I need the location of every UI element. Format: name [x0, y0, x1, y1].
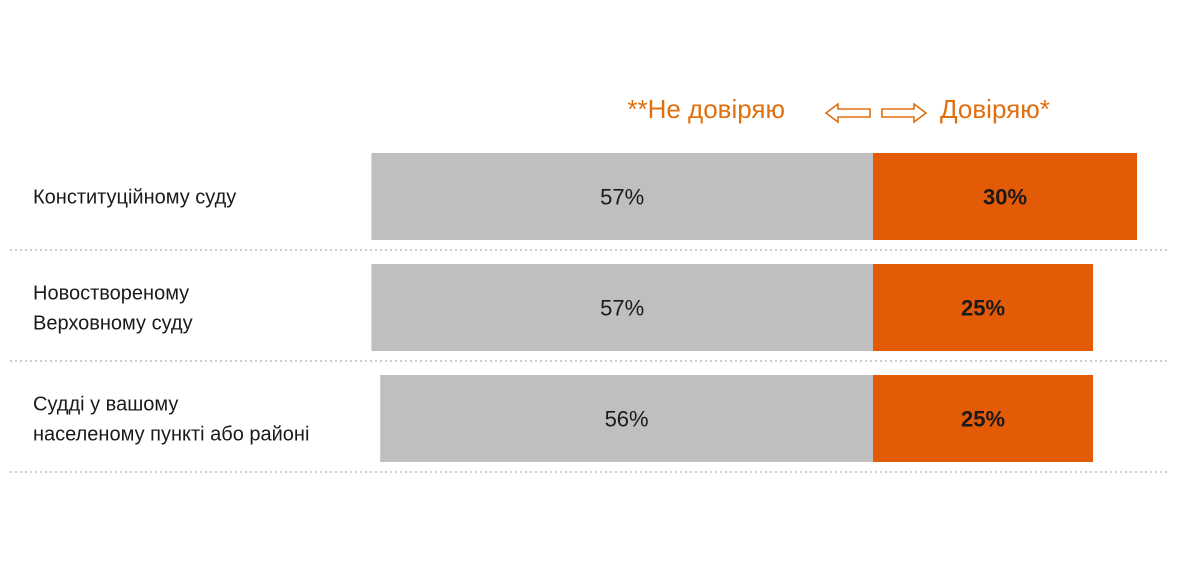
- distrust-value-label: 57%: [600, 185, 644, 210]
- legend: **Не довіряю Довіряю*: [627, 94, 1050, 124]
- left-outline-arrow-icon: [824, 102, 871, 124]
- category-label-line: Новоствореному: [33, 283, 189, 305]
- chart-row: 57% 30% Конституційному суду: [10, 153, 1168, 251]
- distrust-bar: [371, 264, 873, 351]
- chart-rows: 57% 30% Конституційному суду 57% 25% Новоство…: [10, 153, 1168, 473]
- trust-bar: [873, 375, 1093, 462]
- legend-distrust-label: **Не довіряю: [627, 94, 785, 124]
- category-label: Конституційному суду: [33, 187, 236, 209]
- trust-bar: [873, 264, 1093, 351]
- distrust-bar: [371, 153, 873, 240]
- category-label: Судді у вашому населеному пункті або райо…: [33, 394, 309, 446]
- right-outline-arrow-icon: [881, 102, 928, 124]
- trust-bar: [873, 153, 1137, 240]
- legend-trust-label: Довіряю*: [940, 94, 1050, 124]
- trust-value-label: 25%: [961, 296, 1005, 321]
- distrust-value-label: 56%: [605, 407, 649, 432]
- category-label-line: населеному пункті або районі: [33, 424, 309, 446]
- distrust-value-label: 57%: [600, 296, 644, 321]
- chart-row: 57% 25% Новоствореному Верховному суду: [10, 264, 1168, 362]
- category-label-line: Верховному суду: [33, 313, 193, 335]
- category-label-line: Конституційному суду: [33, 187, 236, 209]
- category-label: Новоствореному Верховному суду: [33, 283, 193, 335]
- trust-value-label: 30%: [983, 185, 1027, 210]
- trust-value-label: 25%: [961, 407, 1005, 432]
- chart-row: 56% 25% Судді у вашому населеному пункті аб…: [10, 375, 1168, 473]
- category-label-line: Судді у вашому: [33, 394, 178, 416]
- distrust-bar: [380, 375, 873, 462]
